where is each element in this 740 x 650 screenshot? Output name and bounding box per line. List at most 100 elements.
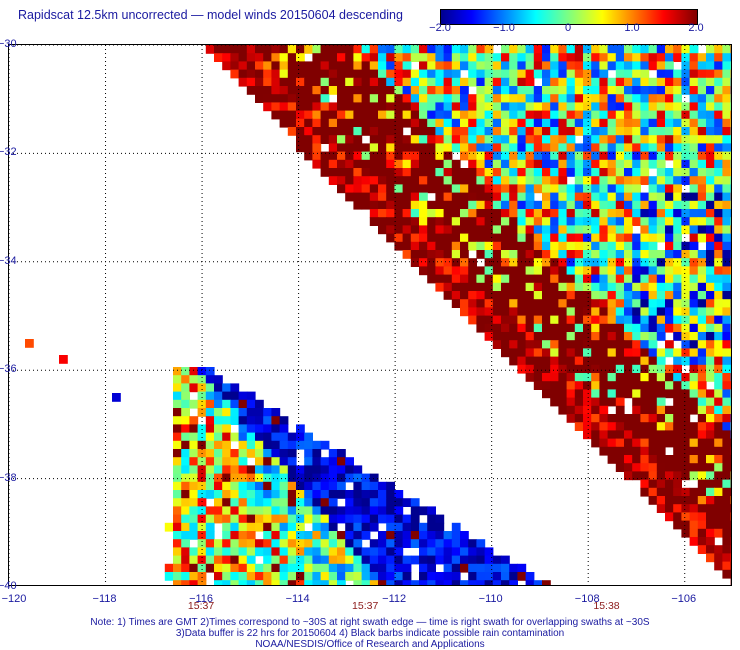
swath-east-cell (665, 291, 674, 300)
swath-east-cell (435, 151, 445, 161)
swath-east-cell (320, 127, 330, 136)
swath-east-cell (714, 45, 723, 54)
swath-west-cell (296, 514, 305, 524)
swath-west-cell (214, 481, 223, 491)
swath-east-cell (501, 348, 510, 358)
swath-east-cell (296, 45, 305, 54)
swath-east-cell (410, 159, 420, 169)
swath-east-cell (656, 291, 666, 300)
swath-west-cell (337, 572, 346, 581)
swath-west-cell (173, 572, 182, 581)
swath-east-cell (607, 397, 617, 407)
swath-east-cell (296, 94, 305, 103)
swath-east-cell (394, 168, 404, 177)
swath-east-cell (591, 192, 600, 202)
swath-east-cell (640, 381, 650, 390)
swath-east-cell (566, 356, 576, 366)
swath-east-cell (632, 61, 641, 71)
swath-east-cell (640, 127, 650, 136)
swath-east-cell (599, 266, 609, 276)
swath-east-cell (550, 241, 559, 251)
swath-east-cell (394, 143, 404, 153)
swath-east-cell (435, 53, 445, 62)
swath-east-cell (697, 94, 707, 103)
swath-east-cell (706, 414, 715, 423)
swath-west-cell (312, 473, 322, 483)
swath-east-cell (533, 217, 543, 226)
swath-west-cell (287, 531, 297, 540)
swath-east-cell (730, 233, 731, 243)
swath-east-cell (509, 258, 518, 267)
swath-east-cell (624, 77, 633, 87)
swath-east-cell (533, 45, 543, 54)
swath-east-cell (492, 77, 502, 87)
swath-west-cell (279, 580, 289, 585)
swath-east-cell (402, 77, 412, 87)
swath-east-cell (689, 356, 699, 366)
swath-east-cell (697, 463, 707, 472)
swath-east-cell (369, 94, 379, 103)
swath-west-cell (501, 580, 510, 585)
swath-west-cell (287, 506, 297, 516)
swath-west-cell (369, 539, 379, 548)
swath-east-cell (566, 233, 576, 243)
swath-west-cell (181, 473, 190, 483)
swath-east-cell (697, 135, 707, 144)
swath-east-cell (468, 176, 477, 185)
swath-west-cell (246, 514, 256, 524)
swath-east-cell (615, 135, 625, 144)
swath-west-cell (238, 465, 248, 475)
swath-east-cell (714, 348, 723, 358)
swath-east-cell (525, 315, 535, 325)
swath-east-cell (558, 315, 568, 325)
swath-east-cell (509, 299, 518, 308)
swath-east-cell (435, 94, 445, 103)
swath-east-cell (615, 200, 625, 210)
swath-east-cell (566, 135, 576, 144)
swath-east-cell (542, 217, 551, 226)
swath-east-cell (345, 77, 354, 87)
swath-east-cell (345, 159, 354, 169)
swath-west-cell (451, 522, 461, 532)
swath-east-cell (287, 53, 297, 62)
swath-east-cell (402, 192, 412, 202)
swath-east-cell (566, 299, 576, 308)
swath-west-cell (214, 490, 223, 499)
swath-east-cell (402, 94, 412, 103)
swath-west-cell (386, 547, 395, 557)
swath-west-cell (246, 481, 256, 491)
swath-east-cell (419, 53, 428, 62)
swath-east-cell (665, 307, 674, 317)
swath-west-cell (328, 580, 338, 585)
swath-east-cell (599, 332, 609, 341)
swath-east-cell (714, 315, 723, 325)
swath-east-cell (476, 135, 486, 144)
swath-east-cell (451, 250, 461, 259)
swath-east-cell (632, 422, 641, 431)
swath-east-cell (435, 241, 445, 251)
swath-east-cell (640, 397, 650, 407)
swath-west-cell (271, 547, 281, 557)
swath-east-cell (484, 225, 494, 235)
swath-east-cell (492, 233, 502, 243)
swath-east-cell (656, 471, 666, 481)
swath-east-cell (378, 127, 387, 136)
swath-east-cell (689, 299, 699, 308)
swath-east-cell (624, 381, 633, 390)
swath-east-cell (640, 364, 650, 374)
swath-east-cell (238, 61, 248, 71)
swath-west-cell (460, 563, 469, 573)
swath-east-cell (615, 61, 625, 71)
swath-east-cell (550, 118, 559, 128)
swath-east-cell (419, 233, 428, 243)
swath-east-cell (648, 258, 658, 267)
swath-west-cell (246, 580, 256, 585)
swath-west-cell (533, 580, 543, 585)
swath-east-cell (279, 61, 289, 71)
swath-east-cell (648, 53, 658, 62)
swath-east-cell (255, 86, 264, 95)
swath-west-cell (328, 514, 338, 524)
swath-east-cell (591, 241, 600, 251)
swath-east-cell (615, 356, 625, 366)
swath-east-cell (402, 159, 412, 169)
